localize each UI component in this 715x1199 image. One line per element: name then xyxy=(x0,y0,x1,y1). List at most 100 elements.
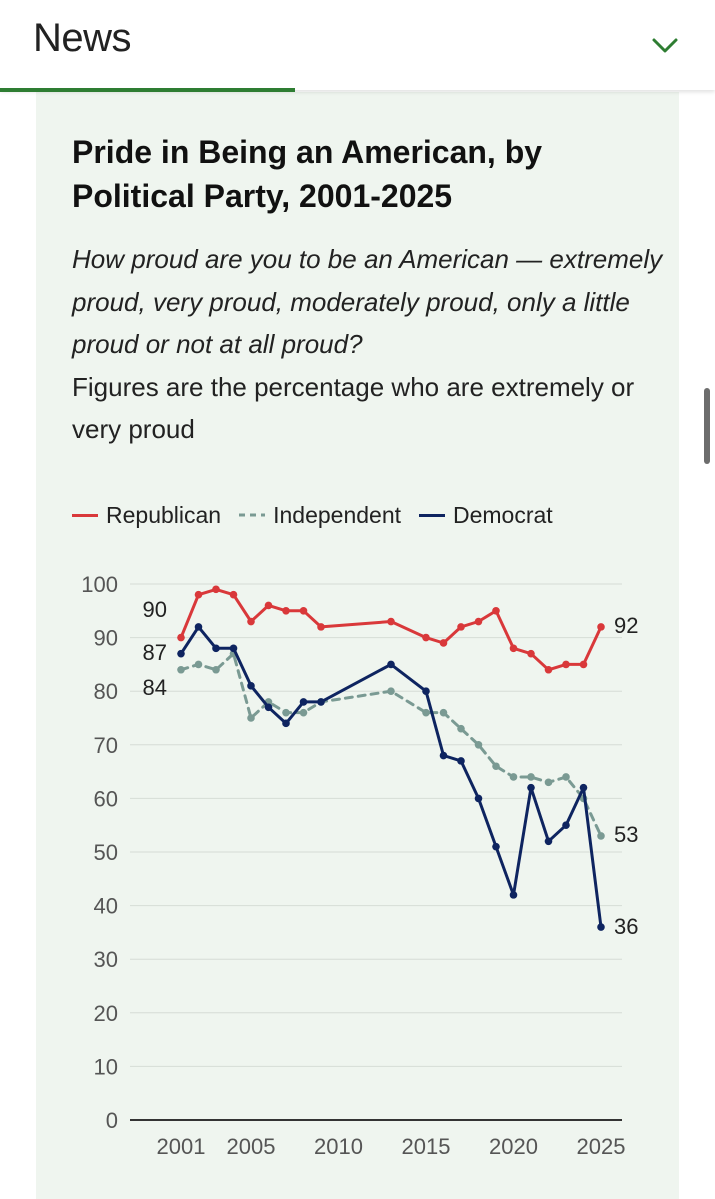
legend-swatch-democrat xyxy=(419,513,445,517)
data-point-independent xyxy=(247,714,255,722)
y-tick-label: 80 xyxy=(94,679,118,704)
data-point-republican xyxy=(194,590,203,599)
series-line-independent xyxy=(179,652,603,838)
legend-label-republican: Republican xyxy=(106,501,222,528)
start-value-label-republican: 90 xyxy=(143,597,167,622)
data-point-republican xyxy=(509,644,518,653)
scrollbar-thumb[interactable] xyxy=(704,388,710,464)
data-point-independent xyxy=(457,724,465,733)
data-point-democrat xyxy=(194,623,203,631)
data-point-republican xyxy=(282,607,290,615)
data-point-independent xyxy=(212,665,220,674)
data-point-independent xyxy=(439,708,448,717)
chart-card xyxy=(36,92,679,1199)
x-tick-label: 2020 xyxy=(489,1134,538,1159)
y-tick-label: 50 xyxy=(94,840,118,865)
data-point-democrat xyxy=(509,891,518,899)
end-value-label-democrat: 36 xyxy=(614,914,638,939)
y-tick-label: 0 xyxy=(106,1108,118,1133)
y-tick-label: 20 xyxy=(94,1001,118,1026)
data-point-democrat xyxy=(387,660,395,669)
legend-label-democrat: Democrat xyxy=(453,501,553,528)
data-point-democrat xyxy=(562,821,570,829)
data-point-democrat xyxy=(247,682,255,690)
survey-question: How proud are you to be an American — ex… xyxy=(72,244,663,359)
y-tick-label: 60 xyxy=(94,786,118,811)
data-point-republican xyxy=(229,590,238,599)
data-point-republican xyxy=(597,623,605,631)
data-point-independent xyxy=(544,778,553,787)
data-point-democrat xyxy=(264,703,273,712)
data-point-democrat xyxy=(282,719,290,728)
data-point-independent xyxy=(422,708,430,717)
y-tick-label: 90 xyxy=(94,626,118,651)
data-point-democrat xyxy=(492,842,500,851)
data-point-republican xyxy=(544,665,553,674)
start-value-label-independent: 87 xyxy=(143,640,167,665)
data-point-democrat xyxy=(299,698,308,706)
data-point-republican xyxy=(387,617,395,626)
chart-subtitle: How proud are you to be an American — ex… xyxy=(72,238,672,451)
data-point-republican xyxy=(457,623,465,631)
data-point-republican xyxy=(247,617,255,626)
y-tick-label: 30 xyxy=(94,947,118,972)
data-point-democrat xyxy=(527,783,535,792)
series-line-democrat xyxy=(179,625,603,929)
legend-label-independent: Independent xyxy=(273,501,401,528)
y-tick-label: 10 xyxy=(94,1054,118,1079)
x-tick-label: 2005 xyxy=(227,1134,276,1159)
top-bar: News xyxy=(0,0,715,90)
data-point-independent xyxy=(299,708,308,717)
y-tick-label: 70 xyxy=(94,733,118,758)
data-point-republican xyxy=(422,633,430,642)
x-tick-label: 2015 xyxy=(402,1134,451,1159)
legend-item-republican[interactable]: Republican xyxy=(72,502,221,529)
data-point-republican xyxy=(579,660,588,669)
y-tick-label: 40 xyxy=(94,894,118,919)
legend-swatch-independent xyxy=(239,513,266,517)
chart-legend: Republican Independent Democrat xyxy=(72,500,571,530)
section-title: News xyxy=(33,16,132,60)
data-point-republican xyxy=(264,601,273,610)
data-point-independent xyxy=(387,687,395,695)
data-point-independent xyxy=(527,773,535,781)
data-point-independent xyxy=(282,708,290,717)
y-tick-label: 100 xyxy=(81,572,118,597)
data-point-republican xyxy=(317,623,325,631)
data-point-republican xyxy=(177,633,185,642)
legend-item-independent[interactable]: Independent xyxy=(239,502,401,529)
data-point-democrat xyxy=(597,923,605,931)
data-point-democrat xyxy=(439,751,448,760)
legend-item-democrat[interactable]: Democrat xyxy=(419,502,553,529)
data-point-independent xyxy=(492,762,500,771)
data-point-republican xyxy=(299,607,308,615)
reading-progress-bar xyxy=(0,88,295,92)
data-point-republican xyxy=(474,617,483,626)
data-point-democrat xyxy=(317,698,325,706)
x-tick-label: 2010 xyxy=(314,1134,363,1159)
data-point-democrat xyxy=(422,687,430,695)
legend-swatch-republican xyxy=(72,513,98,517)
data-point-independent xyxy=(194,660,203,669)
data-point-democrat xyxy=(544,837,553,846)
data-point-republican xyxy=(562,660,570,669)
chart-note: Figures are the percentage who are extre… xyxy=(72,371,635,445)
end-value-label-republican: 92 xyxy=(614,613,638,638)
data-point-democrat xyxy=(457,757,465,765)
data-point-republican xyxy=(439,639,448,647)
chart-title: Pride in Being an American, by Political… xyxy=(72,134,543,214)
data-point-independent xyxy=(474,741,483,749)
data-point-democrat xyxy=(229,644,238,653)
data-point-independent xyxy=(562,773,570,781)
x-tick-label: 2025 xyxy=(577,1134,626,1159)
data-point-republican xyxy=(492,607,500,615)
start-value-label-democrat: 84 xyxy=(143,675,167,700)
data-point-democrat xyxy=(474,794,483,803)
data-point-independent xyxy=(177,665,185,674)
chevron-down-icon[interactable] xyxy=(650,34,680,56)
data-point-republican xyxy=(527,649,535,658)
series-line-republican xyxy=(179,587,603,672)
data-point-republican xyxy=(212,585,220,594)
data-point-independent xyxy=(597,832,605,840)
